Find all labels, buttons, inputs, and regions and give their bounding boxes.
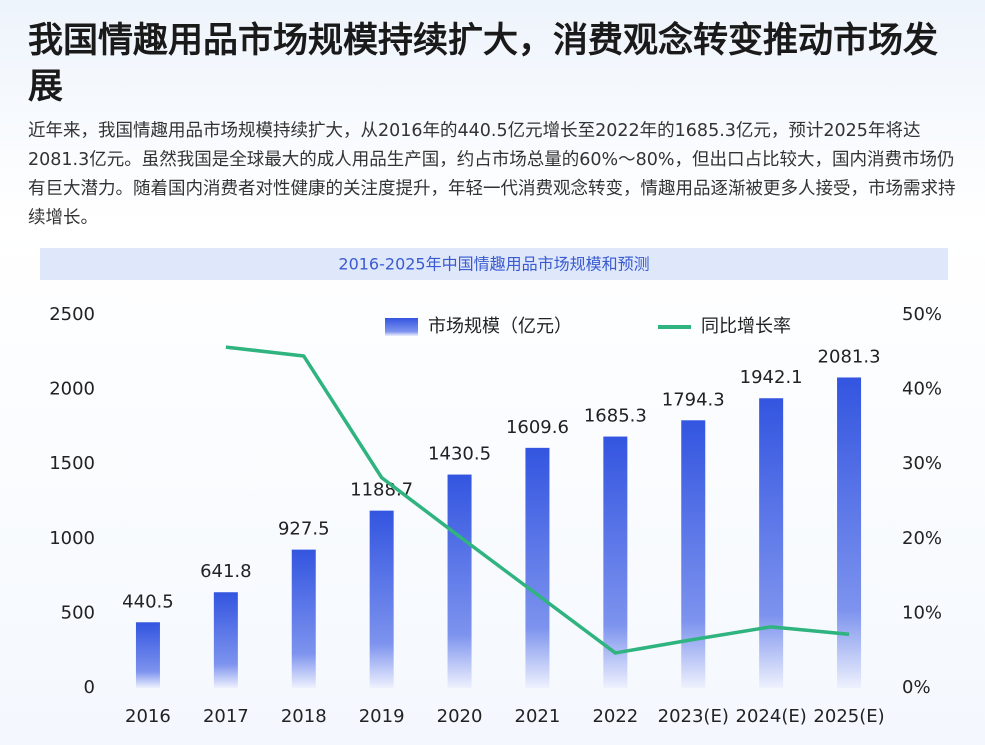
y-tick-label: 500 (61, 602, 95, 623)
chart: 2016-2025年中国情趣用品市场规模和预测 0 500 1000 1500 2000… (40, 248, 948, 727)
value-label: 1794.3 (662, 389, 725, 410)
y-tick-label: 1000 (49, 528, 95, 549)
y2-tick-label: 30% (902, 453, 942, 474)
x-tick-label: 2020 (437, 706, 483, 727)
legend-swatch (385, 318, 418, 336)
x-tick-label: 2025(E) (813, 706, 884, 727)
y2-tick-label: 40% (902, 379, 942, 400)
bar (759, 398, 784, 688)
x-tick-label: 2024(E) (736, 706, 807, 727)
page-title: 我国情趣用品市场规模持续扩大，消费观念转变推动市场发展 (28, 21, 939, 107)
y-tick-label: 0 (84, 677, 95, 698)
bar (213, 592, 238, 688)
value-label: 1609.6 (506, 417, 569, 438)
y2-tick-label: 20% (902, 528, 942, 549)
value-label: 1942.1 (740, 367, 803, 388)
value-label: 1685.3 (584, 406, 647, 427)
y-tick-label: 2000 (49, 379, 95, 400)
y2-tick-label: 10% (902, 602, 942, 623)
y2-tick-label: 50% (902, 304, 942, 325)
value-label: 641.8 (200, 561, 252, 582)
chart-title: 2016-2025年中国情趣用品市场规模和预测 (338, 255, 649, 274)
line (225, 345, 850, 655)
bar (837, 377, 862, 688)
y2-tick-label: 0% (902, 677, 931, 698)
x-tick-label: 2016 (125, 706, 171, 727)
value-label: 440.5 (122, 591, 174, 612)
value-label: 1430.5 (428, 444, 491, 465)
y-tick-label: 1500 (49, 453, 95, 474)
bar (525, 447, 550, 688)
intro-paragraph: 近年来，我国情趣用品市场规模持续扩大，从2016年的440.5亿元增长至2022… (28, 121, 956, 228)
bar (369, 510, 394, 688)
title-banner (40, 248, 948, 280)
bar (681, 420, 706, 688)
value-label: 1188.7 (350, 480, 413, 501)
bar (447, 474, 472, 688)
x-tick-label: 2023(E) (658, 706, 729, 727)
value-label: 2081.3 (818, 346, 881, 367)
x-tick-label: 2018 (281, 706, 327, 727)
x-tick-label: 2021 (515, 706, 561, 727)
y-tick-label: 2500 (49, 304, 95, 325)
legend-label: 同比增长率 (701, 316, 791, 337)
bar (135, 622, 160, 688)
legend-label: 市场规模（亿元） (428, 316, 572, 337)
x-tick-label: 2019 (359, 706, 405, 727)
value-label: 927.5 (278, 519, 330, 540)
x-tick-label: 2017 (203, 706, 249, 727)
bar (291, 549, 316, 688)
x-tick-label: 2022 (592, 706, 638, 727)
